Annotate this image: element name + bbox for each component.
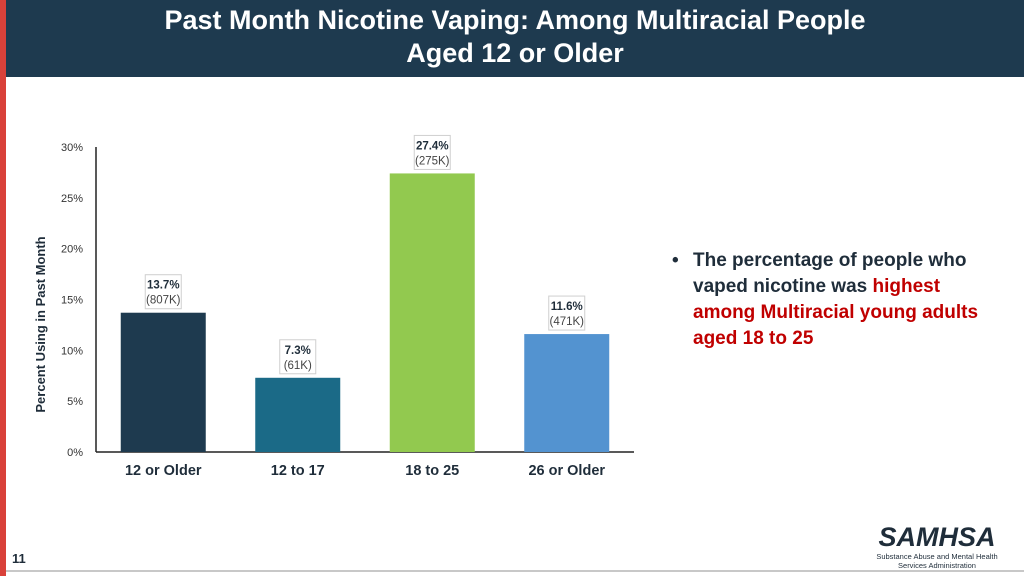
y-tick-label: 10% (61, 345, 83, 357)
data-label-value: 27.4% (416, 140, 449, 152)
data-label-box (279, 339, 317, 375)
data-label-box (413, 134, 451, 170)
data-label-count: (807K) (146, 295, 181, 307)
footer-divider (6, 570, 1024, 572)
data-label-value: 7.3% (285, 345, 311, 357)
samhsa-logo: SAMHSA Substance Abuse and Mental Health… (872, 522, 1002, 570)
bullet-text: The percentage of people who vaped nicot… (693, 248, 1002, 352)
y-tick-label: 30% (61, 142, 83, 154)
bullet-text-normal: The percentage of people who vaped nicot… (693, 250, 967, 297)
x-tick-label: 12 to 17 (271, 463, 325, 479)
data-label-box (144, 274, 182, 310)
logo-subtitle-line1: Substance Abuse and Mental Health (876, 552, 998, 561)
bar-3 (389, 173, 475, 452)
y-tick-label: 25% (61, 193, 83, 205)
y-tick-label: 20% (61, 244, 83, 256)
data-label-box (548, 295, 586, 331)
logo-name: SAMHSA (878, 522, 996, 552)
y-tick-label: 5% (67, 396, 83, 408)
x-tick-label: 12 or Older (125, 463, 202, 479)
logo-subtitle-line2: Services Administration (898, 561, 976, 570)
data-label-value: 11.6% (551, 301, 583, 313)
header-banner (6, 0, 1024, 77)
key-finding-bullet: • The percentage of people who vaped nic… (672, 248, 1002, 352)
data-label-count: (471K) (549, 316, 584, 328)
bar-1 (120, 312, 206, 452)
x-tick-label: 26 or Older (528, 463, 605, 479)
bar-2 (255, 377, 341, 452)
y-tick-label: 0% (67, 447, 83, 459)
page-title: Past Month Nicotine Vaping: Among Multir… (6, 4, 1024, 70)
bullet-text-highlight: highest among Multiracial young adults a… (693, 276, 979, 349)
page-number: 11 (12, 551, 26, 566)
page-title-line1: Past Month Nicotine Vaping: Among Multir… (164, 5, 866, 35)
data-label-count: (61K) (284, 360, 312, 372)
bar-4 (524, 334, 610, 452)
data-label-count: (275K) (415, 155, 450, 167)
data-label-value: 13.7% (147, 280, 180, 292)
bullet-dot: • (672, 250, 679, 271)
x-tick-label: 18 to 25 (405, 463, 459, 479)
logo-subtitle: Substance Abuse and Mental Health Servic… (872, 552, 1002, 570)
page-title-line2: Aged 12 or Older (406, 38, 624, 68)
y-tick-label: 15% (61, 295, 83, 307)
left-accent-bar (0, 0, 6, 576)
y-axis-label: Percent Using in Past Month (33, 236, 48, 412)
